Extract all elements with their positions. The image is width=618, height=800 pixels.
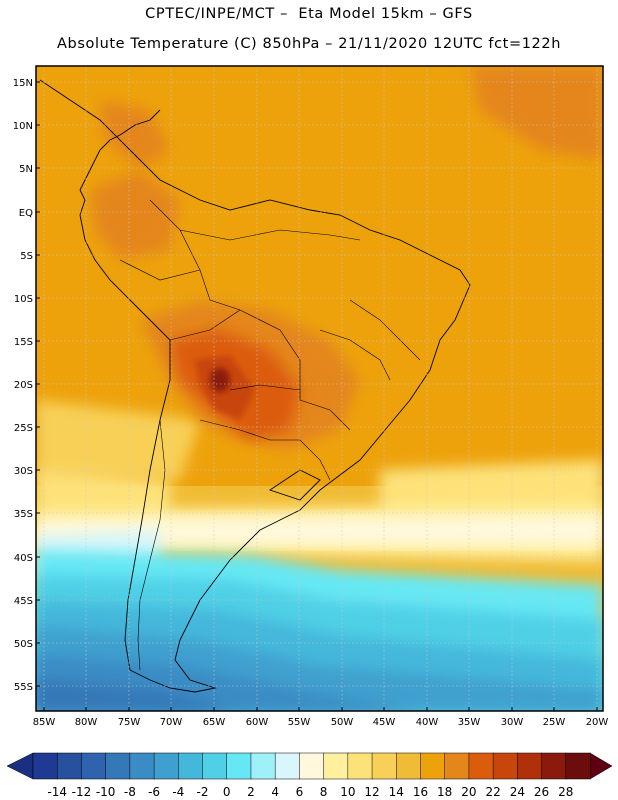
colorbar-swatch xyxy=(250,752,276,780)
longitude-labels: 85W 80W 75W 70W 65W 60W 55W 50W 45W 40W … xyxy=(33,717,609,728)
colorbar-labels: -14 -12 -10 -8 -6 -4 -2 0 2 4 6 8 10 12 14 16 18 20 22 24 26… xyxy=(47,785,573,799)
lat-label: 5N xyxy=(19,164,33,175)
lat-label: 5S xyxy=(20,251,33,262)
colorbar-tick-label: 26 xyxy=(534,785,549,799)
colorbar-tick-label: -4 xyxy=(172,785,184,799)
colorbar-tick-label: 6 xyxy=(296,785,304,799)
lon-label: 75W xyxy=(118,717,141,728)
latitude-labels: 15N 10N 5N EQ 5S 10S 15S 20S 25S 30S 35S… xyxy=(13,78,33,693)
lon-label: 20W xyxy=(586,717,609,728)
colorbar-high-arrow xyxy=(589,752,613,780)
colorbar-swatch xyxy=(396,752,422,780)
lat-label: 15S xyxy=(14,337,33,348)
colorbar-swatch xyxy=(56,752,83,780)
colorbar-tick-label: 8 xyxy=(320,785,328,799)
colorbar-swatch xyxy=(541,752,567,780)
colorbar-swatch xyxy=(565,752,591,780)
coastline xyxy=(39,79,471,693)
colorbar-swatch xyxy=(444,752,470,780)
chart-title-line2: Absolute Temperature (C) 850hPa – 21/11/… xyxy=(57,36,561,52)
colorbar-swatch xyxy=(347,752,373,780)
colorbar-tick-label: 10 xyxy=(340,785,355,799)
lon-label: 55W xyxy=(288,717,311,728)
colorbar-swatch xyxy=(153,752,180,780)
lon-label: 25W xyxy=(543,717,566,728)
colorbar-low-arrow xyxy=(6,752,34,780)
colorbar-swatch xyxy=(178,752,204,780)
colorbar: -14 -12 -10 -8 -6 -4 -2 0 2 4 6 8 10 12 14 16 18 20 22 24 26… xyxy=(6,752,613,799)
lat-label: 35S xyxy=(14,509,33,520)
colorbar-swatch xyxy=(226,752,252,780)
lat-label: 10S xyxy=(14,294,33,305)
colorbar-tick-label: -2 xyxy=(197,785,209,799)
lon-label: 35W xyxy=(458,717,481,728)
colorbar-tick-label: 28 xyxy=(558,785,573,799)
colorbar-tick-label: 16 xyxy=(413,785,428,799)
colorbar-tick-label: 2 xyxy=(247,785,255,799)
colorbar-tick-label: -12 xyxy=(72,785,92,799)
colorbar-tick-label: 20 xyxy=(461,785,476,799)
lat-label: 15N xyxy=(13,78,33,89)
colorbar-swatch xyxy=(468,752,494,780)
lat-label: 25S xyxy=(14,423,33,434)
graticule xyxy=(36,66,603,711)
temperature-map: 15N 10N 5N EQ 5S 10S 15S 20S 25S 30S 35S… xyxy=(13,65,609,728)
colorbar-tick-label: -10 xyxy=(96,785,116,799)
lon-label: 65W xyxy=(203,717,226,728)
colorbar-swatch xyxy=(202,752,228,780)
colorbar-tick-label: 0 xyxy=(223,785,231,799)
colorbar-tick-label: 12 xyxy=(364,785,379,799)
country-borders xyxy=(119,199,421,671)
lon-label: 40W xyxy=(416,717,439,728)
colorbar-tick-label: -6 xyxy=(148,785,160,799)
colorbar-swatch xyxy=(105,752,131,780)
lat-label: 20S xyxy=(14,380,33,391)
colorbar-swatch xyxy=(492,752,519,780)
axis-ticks xyxy=(36,81,598,711)
colorbar-swatch xyxy=(371,752,398,780)
lat-label: 50S xyxy=(14,639,33,650)
lon-label: 60W xyxy=(246,717,269,728)
colorbar-tick-label: 18 xyxy=(437,785,452,799)
lat-label: 40S xyxy=(14,553,33,564)
lon-label: 45W xyxy=(373,717,396,728)
lat-label: 30S xyxy=(14,466,33,477)
colorbar-swatch xyxy=(420,752,446,780)
lon-label: 85W xyxy=(33,717,56,728)
colorbar-tick-label: 4 xyxy=(271,785,279,799)
colorbar-tick-label: -8 xyxy=(124,785,136,799)
colorbar-tick-label: 14 xyxy=(389,785,404,799)
colorbar-swatch xyxy=(274,752,301,780)
lon-label: 70W xyxy=(160,717,183,728)
chart-title-line1: CPTEC/INPE/MCT – Eta Model 15km – GFS xyxy=(145,6,473,22)
colorbar-swatch xyxy=(32,752,58,780)
colorbar-swatch xyxy=(323,752,349,780)
colorbar-swatch xyxy=(517,752,543,780)
colorbar-tick-label: 24 xyxy=(510,785,525,799)
colorbar-swatch xyxy=(129,752,155,780)
lat-label: EQ xyxy=(19,208,33,219)
map-frame xyxy=(35,65,604,712)
lon-label: 50W xyxy=(331,717,354,728)
colorbar-tick-label: 22 xyxy=(485,785,500,799)
lon-label: 30W xyxy=(501,717,524,728)
lat-label: 55S xyxy=(14,682,33,693)
temperature-field xyxy=(36,66,603,711)
colorbar-tick-label: -14 xyxy=(47,785,67,799)
colorbar-swatch xyxy=(299,752,325,780)
lon-label: 80W xyxy=(75,717,98,728)
lat-label: 10N xyxy=(13,121,33,132)
colorbar-swatch xyxy=(81,752,107,780)
lat-label: 45S xyxy=(14,596,33,607)
colorbar-swatches xyxy=(32,752,591,780)
